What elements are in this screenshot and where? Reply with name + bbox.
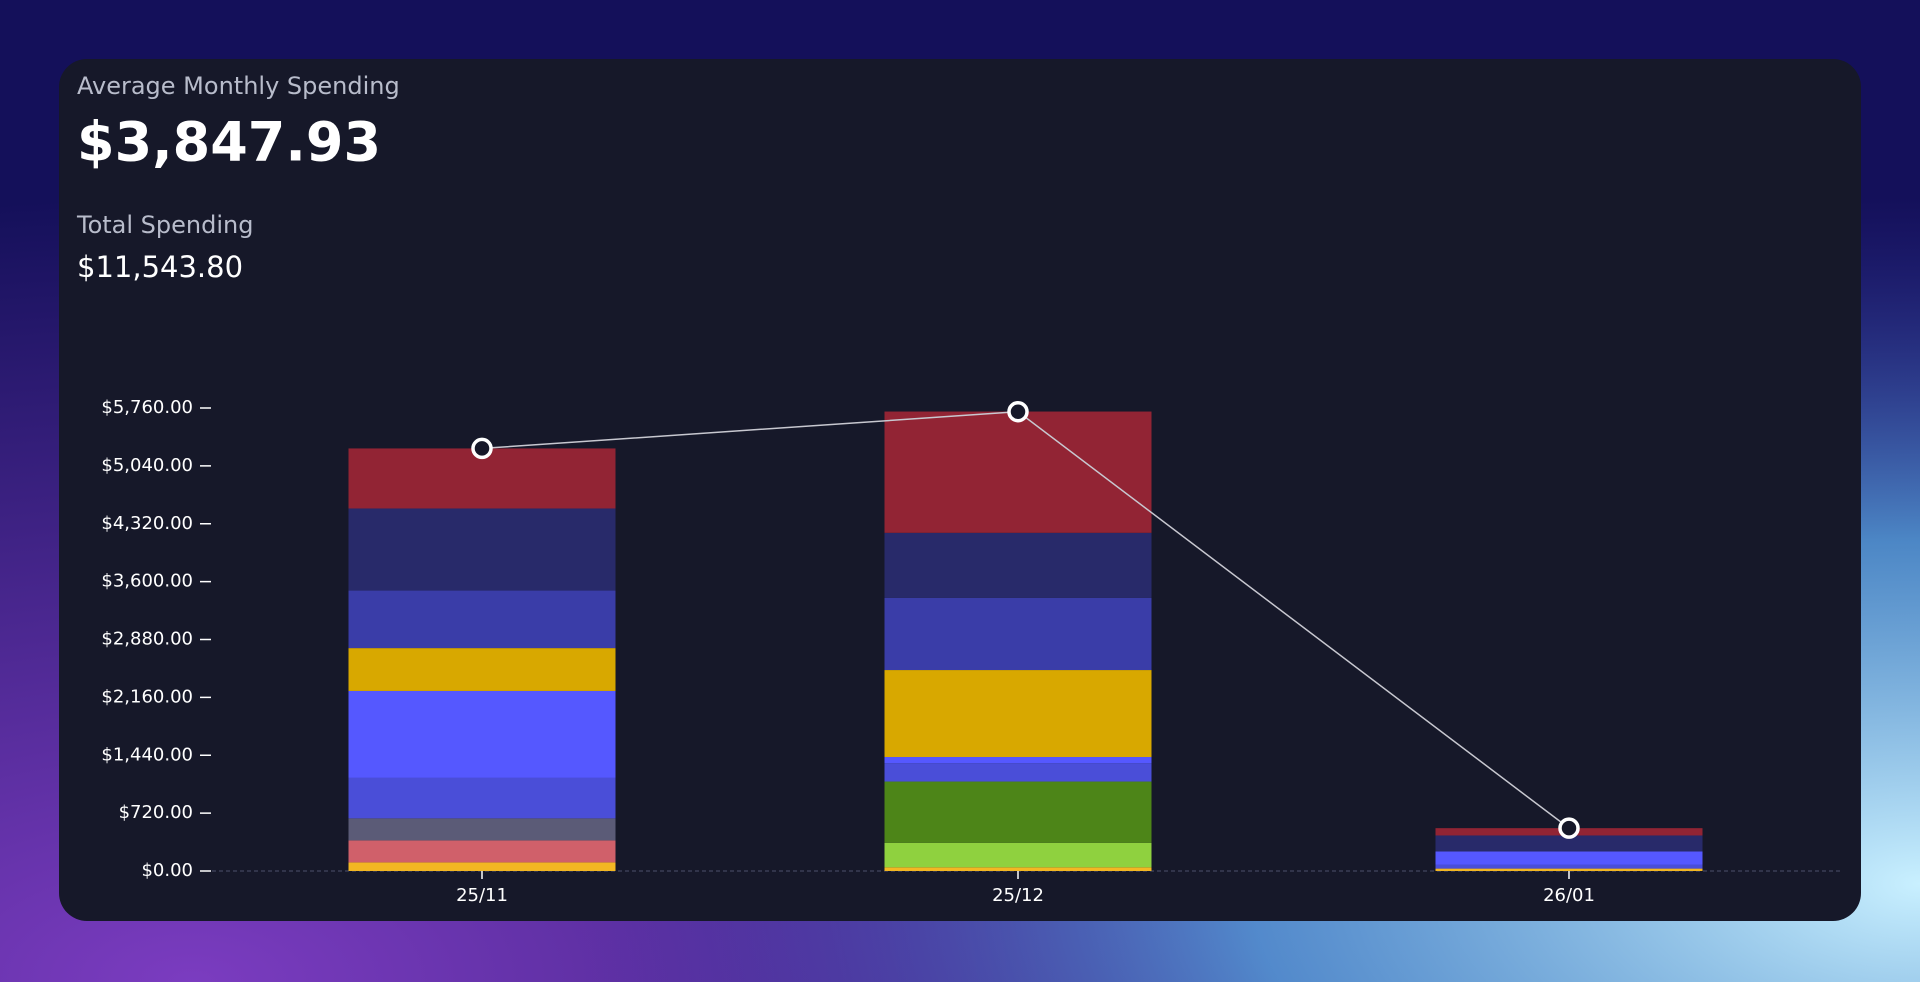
y-tick-label: $2,880.00 xyxy=(101,629,193,650)
bar-segment xyxy=(884,670,1152,758)
bar-segment xyxy=(884,867,1152,871)
bar-segment xyxy=(884,757,1152,764)
bar-segment xyxy=(348,840,616,863)
y-tick-label: $3,600.00 xyxy=(101,571,193,592)
x-tick-label: 25/12 xyxy=(992,885,1044,906)
total-point xyxy=(471,437,493,460)
y-tick-label: $5,760.00 xyxy=(101,397,193,418)
bar-segment xyxy=(884,532,1152,598)
bar-segment xyxy=(884,781,1152,843)
x-tick-label: 25/11 xyxy=(456,885,508,906)
bar-segment xyxy=(348,862,616,871)
y-tick-label: $0.00 xyxy=(141,860,193,881)
bar-segment xyxy=(1435,835,1703,852)
y-tick-label: $1,440.00 xyxy=(101,744,193,765)
total-point xyxy=(1007,400,1029,423)
average-label: Average Monthly Spending xyxy=(77,72,400,100)
total-label: Total Spending xyxy=(76,211,253,239)
bar-segment xyxy=(884,597,1152,671)
bar-segment xyxy=(348,690,616,778)
bar-segment xyxy=(348,777,616,819)
bar-segment xyxy=(1435,851,1703,865)
bar-segment xyxy=(884,763,1152,782)
bar-segment xyxy=(348,648,616,691)
bar-segment xyxy=(348,818,616,841)
total-point xyxy=(1558,817,1580,839)
bar-segment xyxy=(1435,868,1703,871)
bar-segment xyxy=(348,508,616,591)
average-value: $3,847.93 xyxy=(77,111,381,174)
y-tick-label: $720.00 xyxy=(119,802,193,823)
y-tick-label: $5,040.00 xyxy=(101,455,193,476)
bar-segment xyxy=(884,411,1152,533)
total-value: $11,543.80 xyxy=(77,250,243,284)
y-tick-label: $2,160.00 xyxy=(101,686,193,707)
x-tick-label: 26/01 xyxy=(1543,885,1595,906)
bar-segment xyxy=(348,590,616,649)
bar-segment xyxy=(1435,864,1703,869)
y-tick-label: $4,320.00 xyxy=(101,513,193,534)
bar-segment xyxy=(884,842,1152,868)
